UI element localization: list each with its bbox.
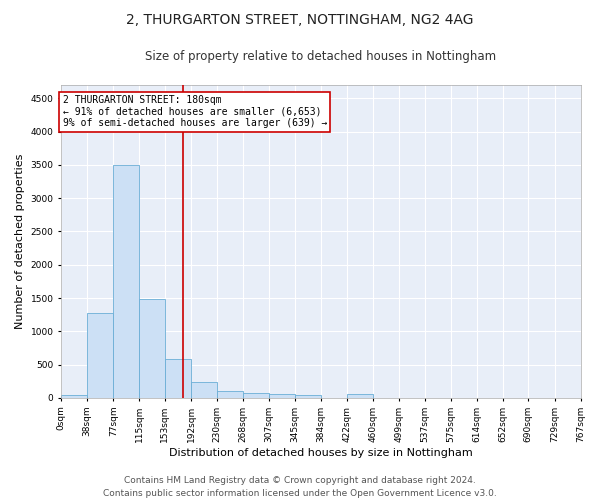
Bar	[242, 392, 269, 398]
Bar	[269, 394, 295, 398]
X-axis label: Distribution of detached houses by size in Nottingham: Distribution of detached houses by size …	[169, 448, 473, 458]
Bar	[87, 312, 113, 398]
Bar	[347, 394, 373, 398]
Bar	[165, 360, 191, 398]
Text: 2, THURGARTON STREET, NOTTINGHAM, NG2 4AG: 2, THURGARTON STREET, NOTTINGHAM, NG2 4A…	[126, 12, 474, 26]
Bar	[295, 394, 321, 398]
Bar	[113, 165, 139, 398]
Bar	[139, 300, 165, 398]
Bar	[61, 394, 87, 398]
Bar	[217, 390, 242, 398]
Y-axis label: Number of detached properties: Number of detached properties	[15, 154, 25, 329]
Text: Contains HM Land Registry data © Crown copyright and database right 2024.
Contai: Contains HM Land Registry data © Crown c…	[103, 476, 497, 498]
Bar	[191, 382, 217, 398]
Title: Size of property relative to detached houses in Nottingham: Size of property relative to detached ho…	[145, 50, 496, 63]
Text: 2 THURGARTON STREET: 180sqm
← 91% of detached houses are smaller (6,653)
9% of s: 2 THURGARTON STREET: 180sqm ← 91% of det…	[62, 95, 327, 128]
